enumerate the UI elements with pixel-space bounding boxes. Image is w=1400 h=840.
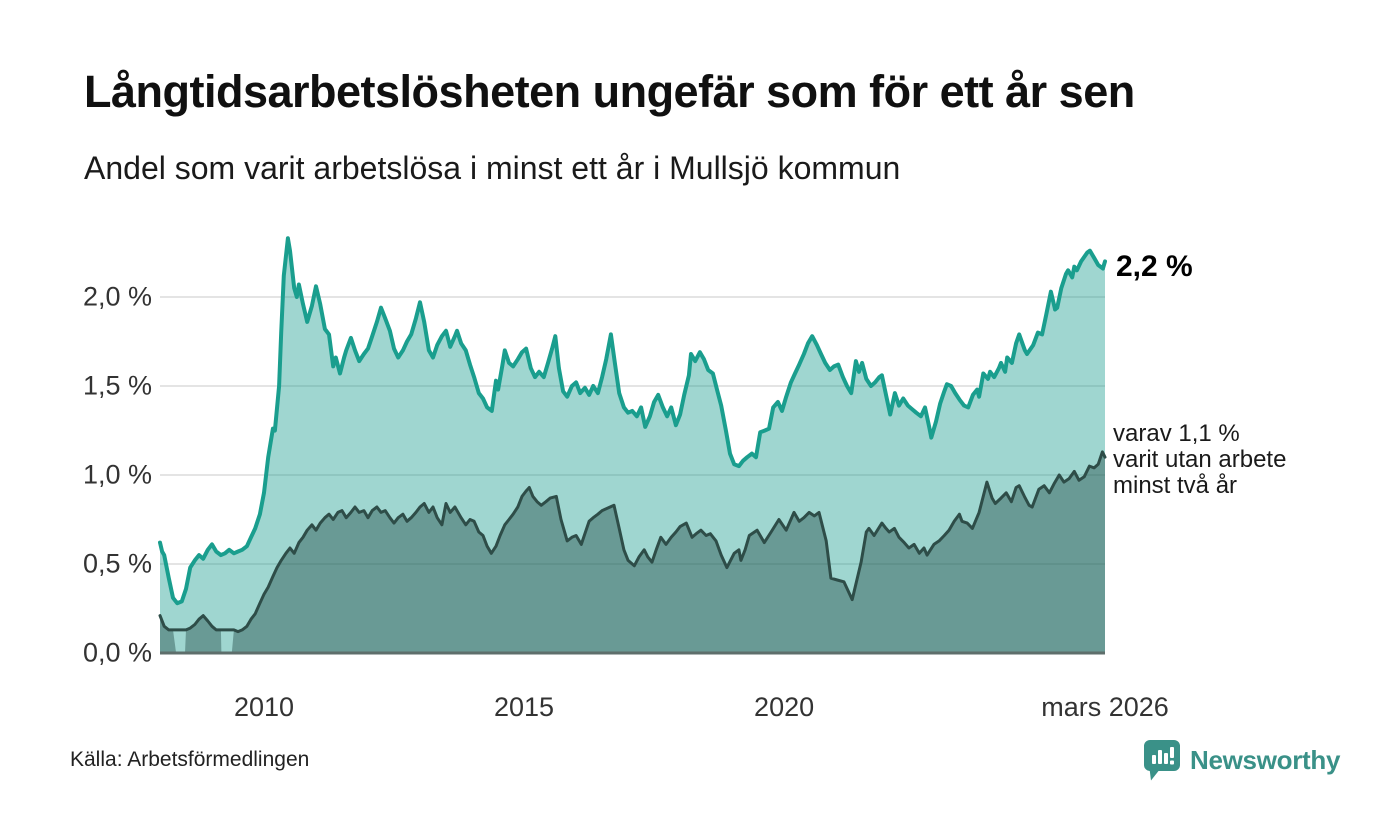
two-year-line	[158, 450, 1107, 634]
y-axis-tick-label: 2,0 %	[82, 281, 152, 312]
total-long-term-line	[158, 236, 1107, 606]
two-year-area	[160, 451, 1105, 653]
annotation-line-1: varav 1,1 %	[1113, 420, 1240, 447]
newsworthy-logo-icon	[1144, 740, 1180, 781]
brand-wordmark: Newsworthy	[1190, 744, 1341, 775]
series-end-value-label: 2,2 %	[1116, 250, 1193, 283]
y-axis-tick-label: 1,5 %	[82, 370, 152, 401]
chart-subtitle: Andel som varit arbetslösa i minst ett å…	[84, 150, 901, 186]
x-axis-tick-label: 2020	[754, 692, 815, 722]
secondary-series-annotation: varav 1,1 % varit utan arbete minst två …	[1113, 421, 1286, 499]
x-axis-tick-label: 2010	[233, 692, 295, 722]
newsworthy-brand: Newsworthy	[1144, 739, 1340, 781]
x-axis-tick-label: 2015	[494, 692, 555, 722]
y-axis-tick-label: 0,0 %	[82, 637, 152, 668]
total-long-term-area	[160, 238, 1105, 654]
page-title: Långtidsarbetslösheten ungefär som för e…	[84, 66, 1135, 117]
source-credit: Källa: Arbetsförmedlingen	[70, 748, 310, 771]
annotation-line-2: varit utan arbete	[1113, 446, 1287, 473]
x-axis-tick-label: mars 2026	[1041, 692, 1169, 722]
annotation-line-3: minst två år	[1113, 472, 1238, 499]
y-axis-tick-label: 1,0 %	[82, 459, 152, 490]
y-axis-tick-label: 0,5 %	[82, 548, 152, 579]
